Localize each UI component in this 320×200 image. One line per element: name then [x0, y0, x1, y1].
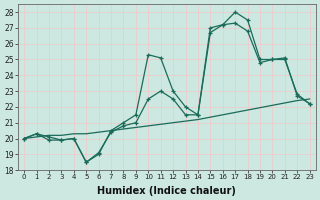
X-axis label: Humidex (Indice chaleur): Humidex (Indice chaleur) [98, 186, 236, 196]
